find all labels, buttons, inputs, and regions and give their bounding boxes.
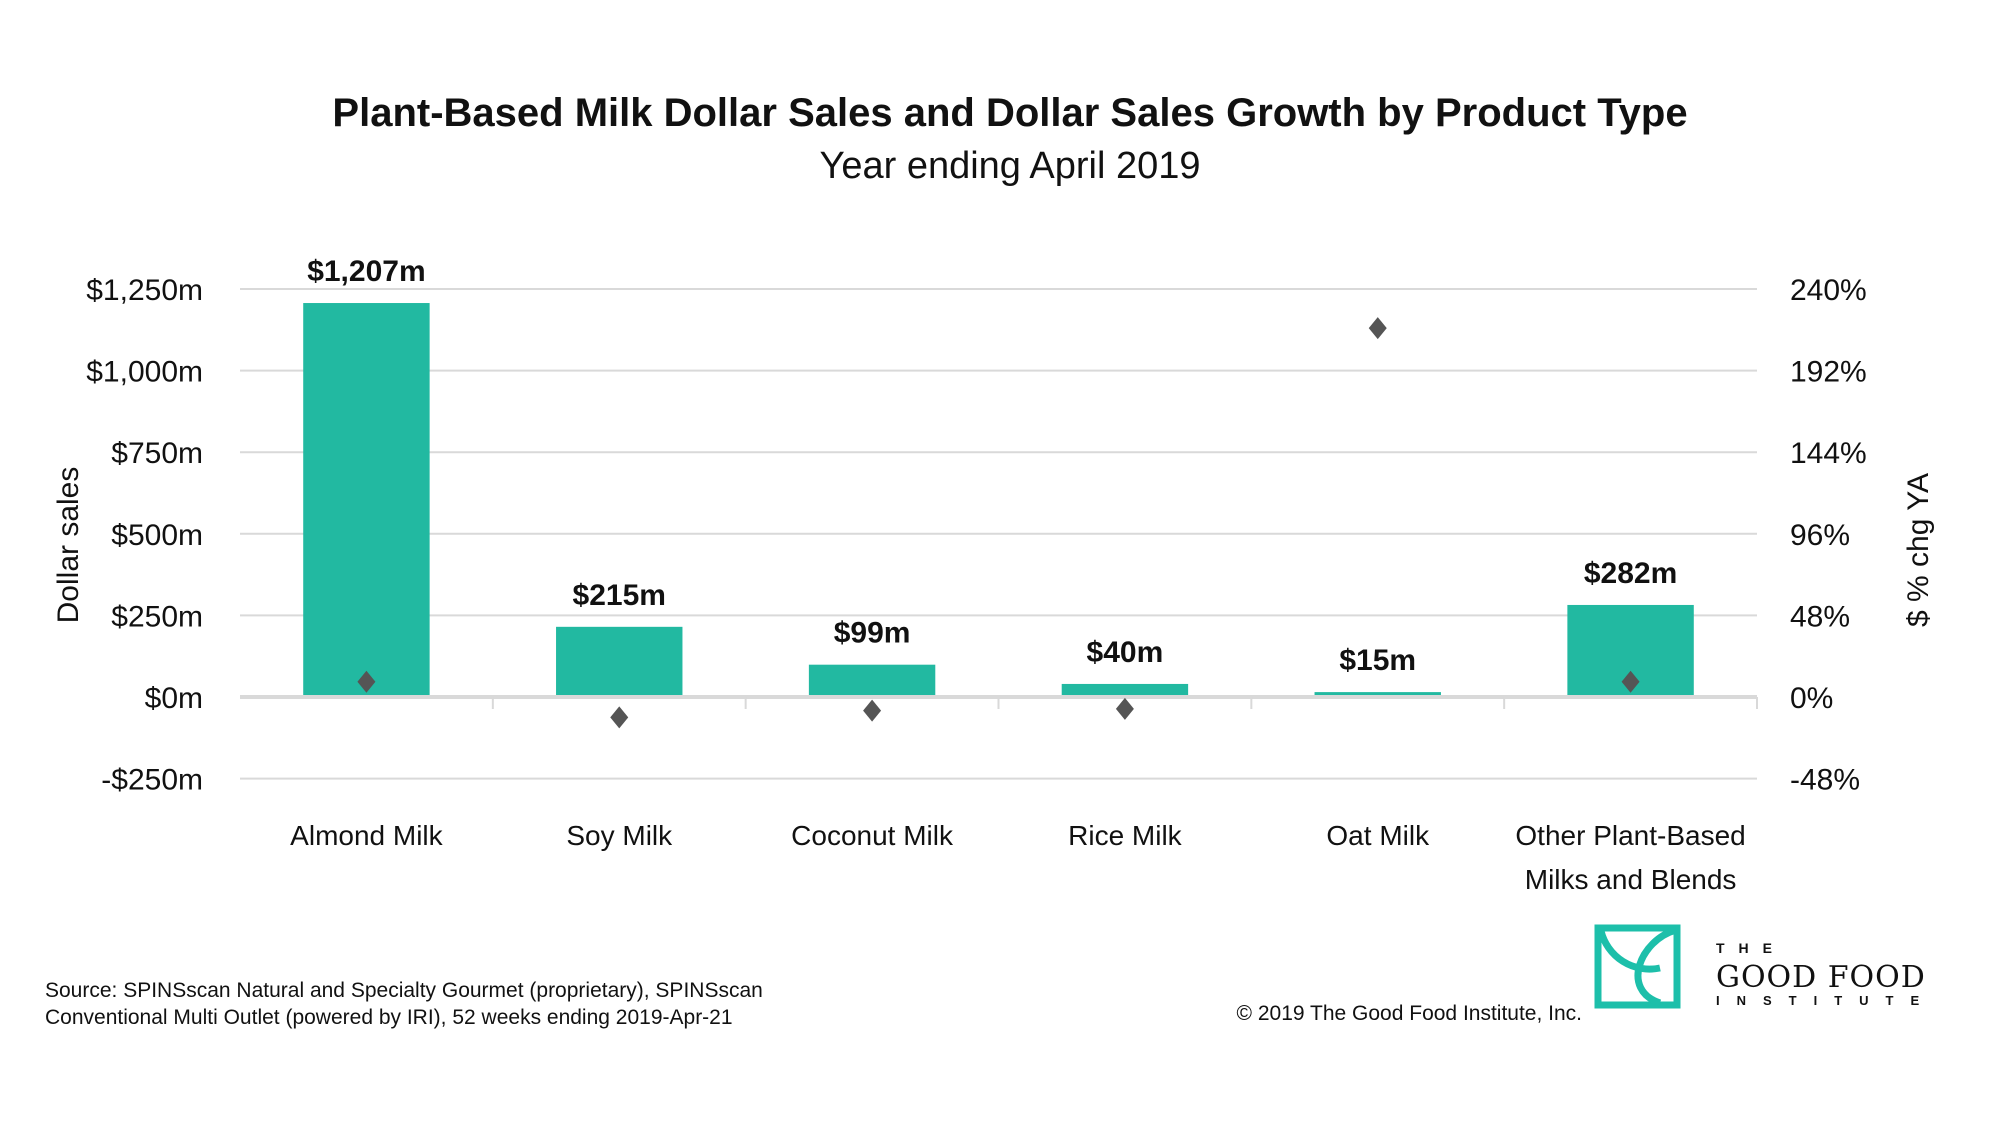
good-food-institute-logo: THE GOOD FOOD INSTITUTE — [1594, 924, 1936, 1009]
source-line-1: Source: SPINSscan Natural and Specialty … — [45, 979, 763, 1002]
diamond-marker — [357, 670, 376, 693]
data-label: $282m — [1584, 557, 1677, 590]
data-label: $40m — [1087, 636, 1164, 669]
bar — [1061, 683, 1189, 697]
y-tick-label: $250m — [111, 600, 203, 633]
category-label: Almond Milk — [290, 820, 443, 851]
y-axis-label: Dollar sales — [52, 467, 85, 624]
bars — [303, 303, 1694, 697]
diamond-marker — [863, 699, 882, 722]
labels: -$250m -48% $0m 0% $250m 48% $500m 96% $750m 144%… — [86, 255, 1866, 895]
logo-text-institute: INSTITUTE — [1716, 993, 1936, 1008]
diamond-marker — [610, 706, 629, 729]
y2-tick-label: 144% — [1790, 437, 1867, 470]
x-axis — [240, 695, 1758, 709]
category-label: Soy Milk — [566, 820, 673, 851]
data-label: $1,207m — [307, 255, 425, 288]
bar — [556, 626, 683, 697]
logo-text-the: THE — [1716, 940, 1786, 956]
diamond-marker — [1115, 697, 1134, 720]
bar — [808, 664, 936, 697]
chart-subtitle: Year ending April 2019 — [819, 145, 1200, 187]
growth-markers — [357, 317, 1640, 729]
category-label: Coconut Milk — [791, 820, 954, 851]
y-tick-label: $750m — [111, 437, 203, 470]
y2-tick-label: 192% — [1790, 356, 1867, 389]
y2-tick-label: 240% — [1790, 274, 1867, 307]
logo-text-good-food: GOOD FOOD — [1716, 960, 1926, 995]
chart-title: Plant-Based Milk Dollar Sales and Dollar… — [332, 91, 1687, 135]
source-line-2: Conventional Multi Outlet (powered by IR… — [45, 1006, 733, 1029]
y2-tick-label: 48% — [1790, 600, 1850, 633]
y-tick-label: -$250m — [101, 764, 203, 797]
bar — [303, 303, 430, 697]
y2-tick-label: 0% — [1790, 682, 1833, 715]
y-tick-label: $1,000m — [86, 356, 203, 389]
diamond-marker — [1368, 317, 1387, 340]
y2-axis-label: $ % chg YA — [1902, 473, 1935, 627]
copyright: © 2019 The Good Food Institute, Inc. — [1237, 1002, 1582, 1025]
data-label: $15m — [1339, 644, 1416, 677]
logo-mark — [1594, 924, 1681, 1009]
y-tick-label: $500m — [111, 519, 203, 552]
y-tick-label: $0m — [145, 682, 203, 715]
y-tick-label: $1,250m — [86, 274, 203, 307]
data-label: $99m — [834, 617, 911, 650]
data-label: $215m — [573, 579, 666, 612]
gridlines — [240, 288, 1757, 780]
y2-tick-label: -48% — [1790, 764, 1860, 797]
diamond-marker — [1621, 670, 1640, 693]
category-label: Other Plant-Based — [1515, 820, 1745, 851]
category-label: Oat Milk — [1326, 820, 1430, 851]
category-label: Rice Milk — [1068, 820, 1183, 851]
y2-tick-label: 96% — [1790, 519, 1850, 552]
category-label: Milks and Blends — [1525, 864, 1737, 895]
bar — [1314, 692, 1441, 697]
